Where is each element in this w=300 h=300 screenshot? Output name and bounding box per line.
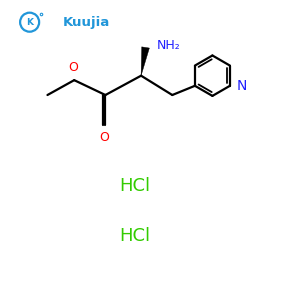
Text: K: K [26, 18, 33, 27]
Polygon shape [141, 47, 149, 76]
Text: O: O [69, 61, 79, 74]
Text: HCl: HCl [120, 227, 151, 245]
Text: N: N [236, 80, 247, 93]
Text: O: O [99, 131, 109, 144]
Text: Kuujia: Kuujia [62, 16, 110, 29]
Text: HCl: HCl [120, 177, 151, 195]
Text: NH₂: NH₂ [157, 40, 181, 52]
